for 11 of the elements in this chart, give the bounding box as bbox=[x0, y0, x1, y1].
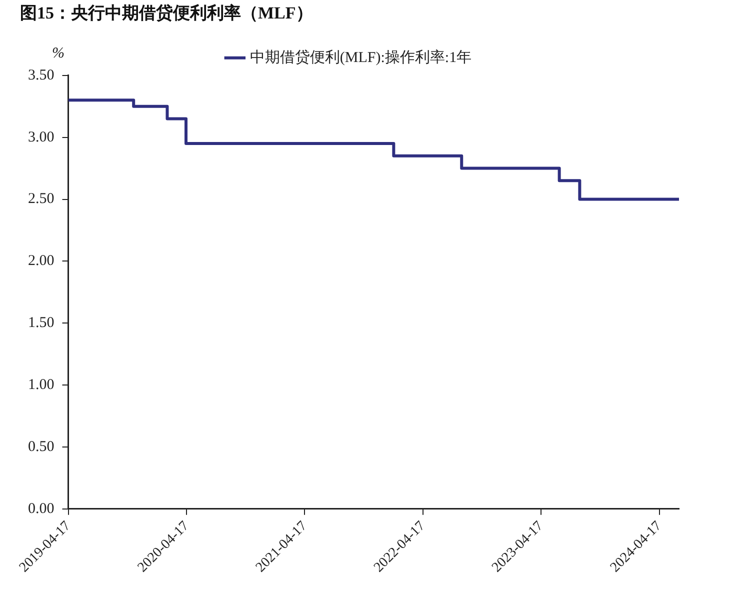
y-tick-label: 0.00 bbox=[28, 500, 54, 517]
y-tick-label: 3.50 bbox=[28, 67, 54, 84]
y-tick-label: 2.00 bbox=[28, 253, 54, 270]
chart-title: 图15：央行中期借贷便利利率（MLF） bbox=[20, 4, 313, 23]
y-tick-label: 2.50 bbox=[28, 191, 54, 208]
y-tick-label: 3.00 bbox=[28, 129, 54, 146]
legend-label: 中期借贷便利(MLF):操作利率:1年 bbox=[250, 48, 472, 66]
y-tick-label: 1.00 bbox=[28, 377, 54, 393]
y-tick-label: 1.50 bbox=[28, 315, 54, 332]
y-axis-title: % bbox=[52, 45, 64, 62]
y-tick-label: 0.50 bbox=[28, 438, 54, 455]
